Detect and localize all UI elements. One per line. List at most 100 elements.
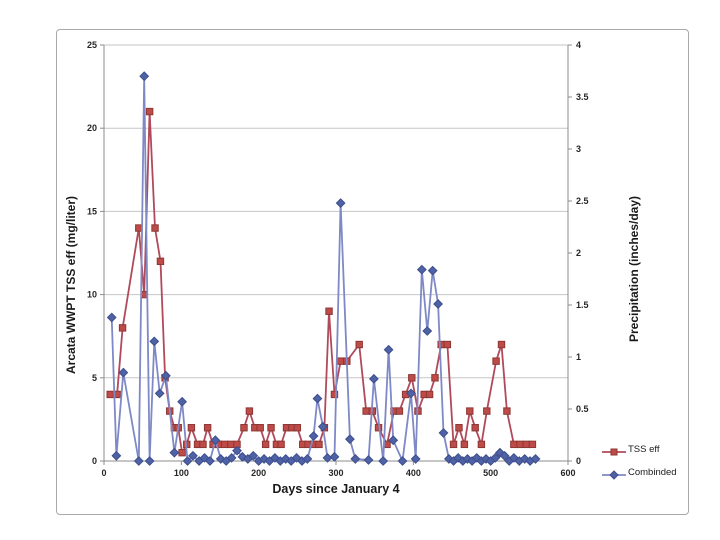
marker-diamond	[508, 452, 519, 463]
marker-diamond	[462, 454, 473, 464]
x-tick-label: 300	[328, 468, 343, 478]
marker-diamond	[106, 312, 117, 323]
marker-diamond	[291, 452, 302, 463]
marker-diamond	[139, 71, 150, 82]
marker-square	[325, 307, 333, 315]
legend-label: TSS eff	[628, 443, 660, 455]
marker-square	[178, 448, 186, 457]
marker-diamond	[169, 447, 180, 458]
legend-item-tss-eff: TSS eff	[602, 442, 677, 456]
legend-marker-square-icon	[602, 444, 626, 456]
marker-diamond	[111, 450, 122, 461]
marker-diamond	[177, 396, 188, 407]
right-tick-label: 2	[576, 248, 581, 258]
marker-diamond	[269, 452, 280, 463]
marker-square	[315, 440, 323, 449]
marker-diamond	[118, 367, 129, 378]
marker-square	[261, 440, 270, 449]
marker-square	[522, 440, 530, 449]
right-tick-label: 1	[576, 352, 581, 362]
right-tick-label: 0.5	[576, 404, 589, 414]
marker-square	[203, 424, 212, 432]
right-axis-title: Precipitation (inches/day)	[627, 195, 641, 343]
chart-frame[interactable]: 0 5 10 15 20 25 0 0.5 1 1.5 2 2.5 3 3.5 4 0 100 200 300 400…	[56, 29, 689, 515]
series-line-tss-eff	[110, 110, 533, 454]
marker-diamond	[345, 434, 355, 445]
marker-diamond	[495, 447, 505, 458]
left-tick-label: 25	[87, 40, 97, 50]
marker-diamond	[427, 265, 438, 276]
left-tick-label: 5	[92, 373, 97, 383]
marker-square	[277, 440, 285, 449]
marker-square	[336, 357, 345, 365]
right-tick-label: 0	[576, 456, 581, 466]
marker-square	[256, 424, 264, 432]
x-tick-label: 500	[483, 468, 498, 478]
legend-label: Combinded	[628, 466, 677, 478]
marker-diamond	[232, 445, 242, 456]
marker-diamond	[530, 454, 541, 464]
left-tick-label: 10	[87, 290, 97, 300]
marker-diamond	[410, 454, 421, 464]
right-tick-label: 4	[576, 40, 581, 50]
marker-diamond	[210, 435, 221, 446]
marker-diamond	[149, 336, 160, 347]
series-line-combinded	[110, 75, 536, 462]
marker-square	[145, 107, 154, 116]
x-tick-label: 0	[101, 468, 106, 478]
marker-diamond	[154, 388, 165, 399]
marker-diamond	[308, 431, 319, 441]
marker-diamond	[237, 451, 248, 462]
marker-square	[471, 424, 479, 432]
marker-square	[151, 224, 159, 232]
left-axis-title: Arcata WWPT TSS eff (mg/liter)	[64, 196, 78, 375]
marker-diamond	[433, 299, 443, 309]
marker-square	[220, 440, 229, 449]
marker-diamond	[350, 454, 361, 464]
marker-diamond	[368, 373, 379, 384]
right-tick-label: 2.5	[576, 196, 589, 206]
legend-marker-glyph	[602, 448, 626, 456]
right-tick-label: 1.5	[576, 300, 589, 310]
x-tick-label: 200	[251, 468, 266, 478]
marker-square	[118, 324, 127, 332]
marker-diamond	[248, 450, 259, 461]
marker-diamond	[406, 388, 416, 399]
marker-diamond	[416, 264, 427, 275]
marker-diamond	[397, 456, 408, 466]
marker-diamond	[144, 456, 155, 466]
marker-diamond	[453, 452, 464, 463]
marker-square	[425, 390, 434, 399]
marker-diamond	[205, 456, 215, 466]
legend-marker-diamond-icon	[602, 467, 626, 480]
marker-square	[483, 407, 491, 415]
marker-square	[443, 340, 452, 349]
marker-square	[455, 424, 463, 432]
marker-diamond	[317, 421, 328, 432]
marker-diamond	[490, 452, 501, 463]
marker-diamond	[481, 454, 491, 464]
marker-diamond	[378, 456, 389, 466]
right-tick-label: 3.5	[576, 92, 589, 102]
marker-diamond	[182, 456, 193, 466]
marker-square	[106, 390, 114, 399]
marker-diamond	[388, 435, 399, 446]
left-tick-label: 15	[87, 206, 97, 216]
legend-marker-glyph	[602, 470, 626, 480]
x-axis-title: Days since January 4	[272, 482, 400, 496]
marker-diamond	[226, 452, 237, 463]
marker-diamond	[302, 454, 313, 464]
left-tick-label: 0	[92, 456, 97, 466]
marker-square	[395, 407, 404, 415]
marker-diamond	[329, 451, 340, 462]
plot-svg: 0 5 10 15 20 25 0 0.5 1 1.5 2 2.5 3 3.5 4 0 100 200 300 400…	[87, 40, 589, 478]
marker-square	[355, 340, 363, 349]
marker-square	[187, 424, 196, 432]
legend-item-combinded: Combinded	[602, 465, 677, 480]
x-tick-label: 600	[560, 468, 575, 478]
marker-diamond	[312, 393, 323, 404]
marker-square	[156, 257, 165, 266]
left-tick-label: 20	[87, 123, 97, 133]
marker-diamond	[471, 452, 482, 463]
